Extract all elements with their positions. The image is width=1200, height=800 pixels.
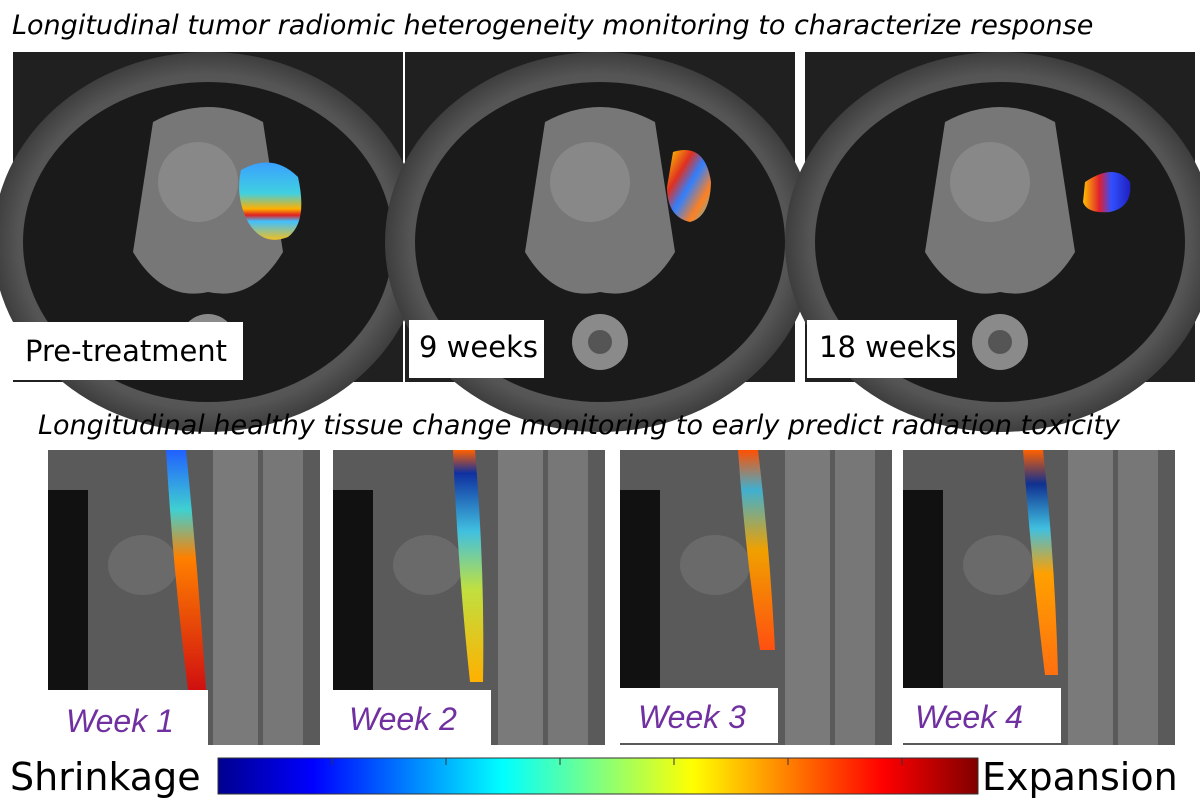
colorbar-ticks xyxy=(331,758,903,765)
ct-panel: 18 weeks xyxy=(785,52,1200,432)
panel-label: Pre-treatment xyxy=(25,334,227,368)
panel-label: Week 2 xyxy=(349,701,457,737)
sag-panel: Week 2 xyxy=(333,450,605,745)
colorbar-left-label: Shrinkage xyxy=(10,755,201,799)
sag-panel: Week 3 xyxy=(620,450,892,745)
panel-label: 18 weeks xyxy=(819,330,956,364)
colorbar-right-label: Expansion xyxy=(982,755,1178,799)
ct-panel: Pre-treatment xyxy=(0,52,423,432)
panel-label: Week 3 xyxy=(638,699,746,735)
bottom-title: Longitudinal healthy tissue change monit… xyxy=(38,410,1121,441)
colorbar xyxy=(217,757,979,795)
panel-label: Week 4 xyxy=(915,699,1023,735)
ct-panel: 9 weeks xyxy=(385,52,815,432)
panel-label: Week 1 xyxy=(66,703,174,739)
panel-label: 9 weeks xyxy=(419,330,538,364)
sag-panel: Week 4 xyxy=(903,450,1175,745)
top-title: Longitudinal tumor radiomic heterogeneit… xyxy=(12,10,1093,41)
sag-panel: Week 1 xyxy=(48,450,320,745)
